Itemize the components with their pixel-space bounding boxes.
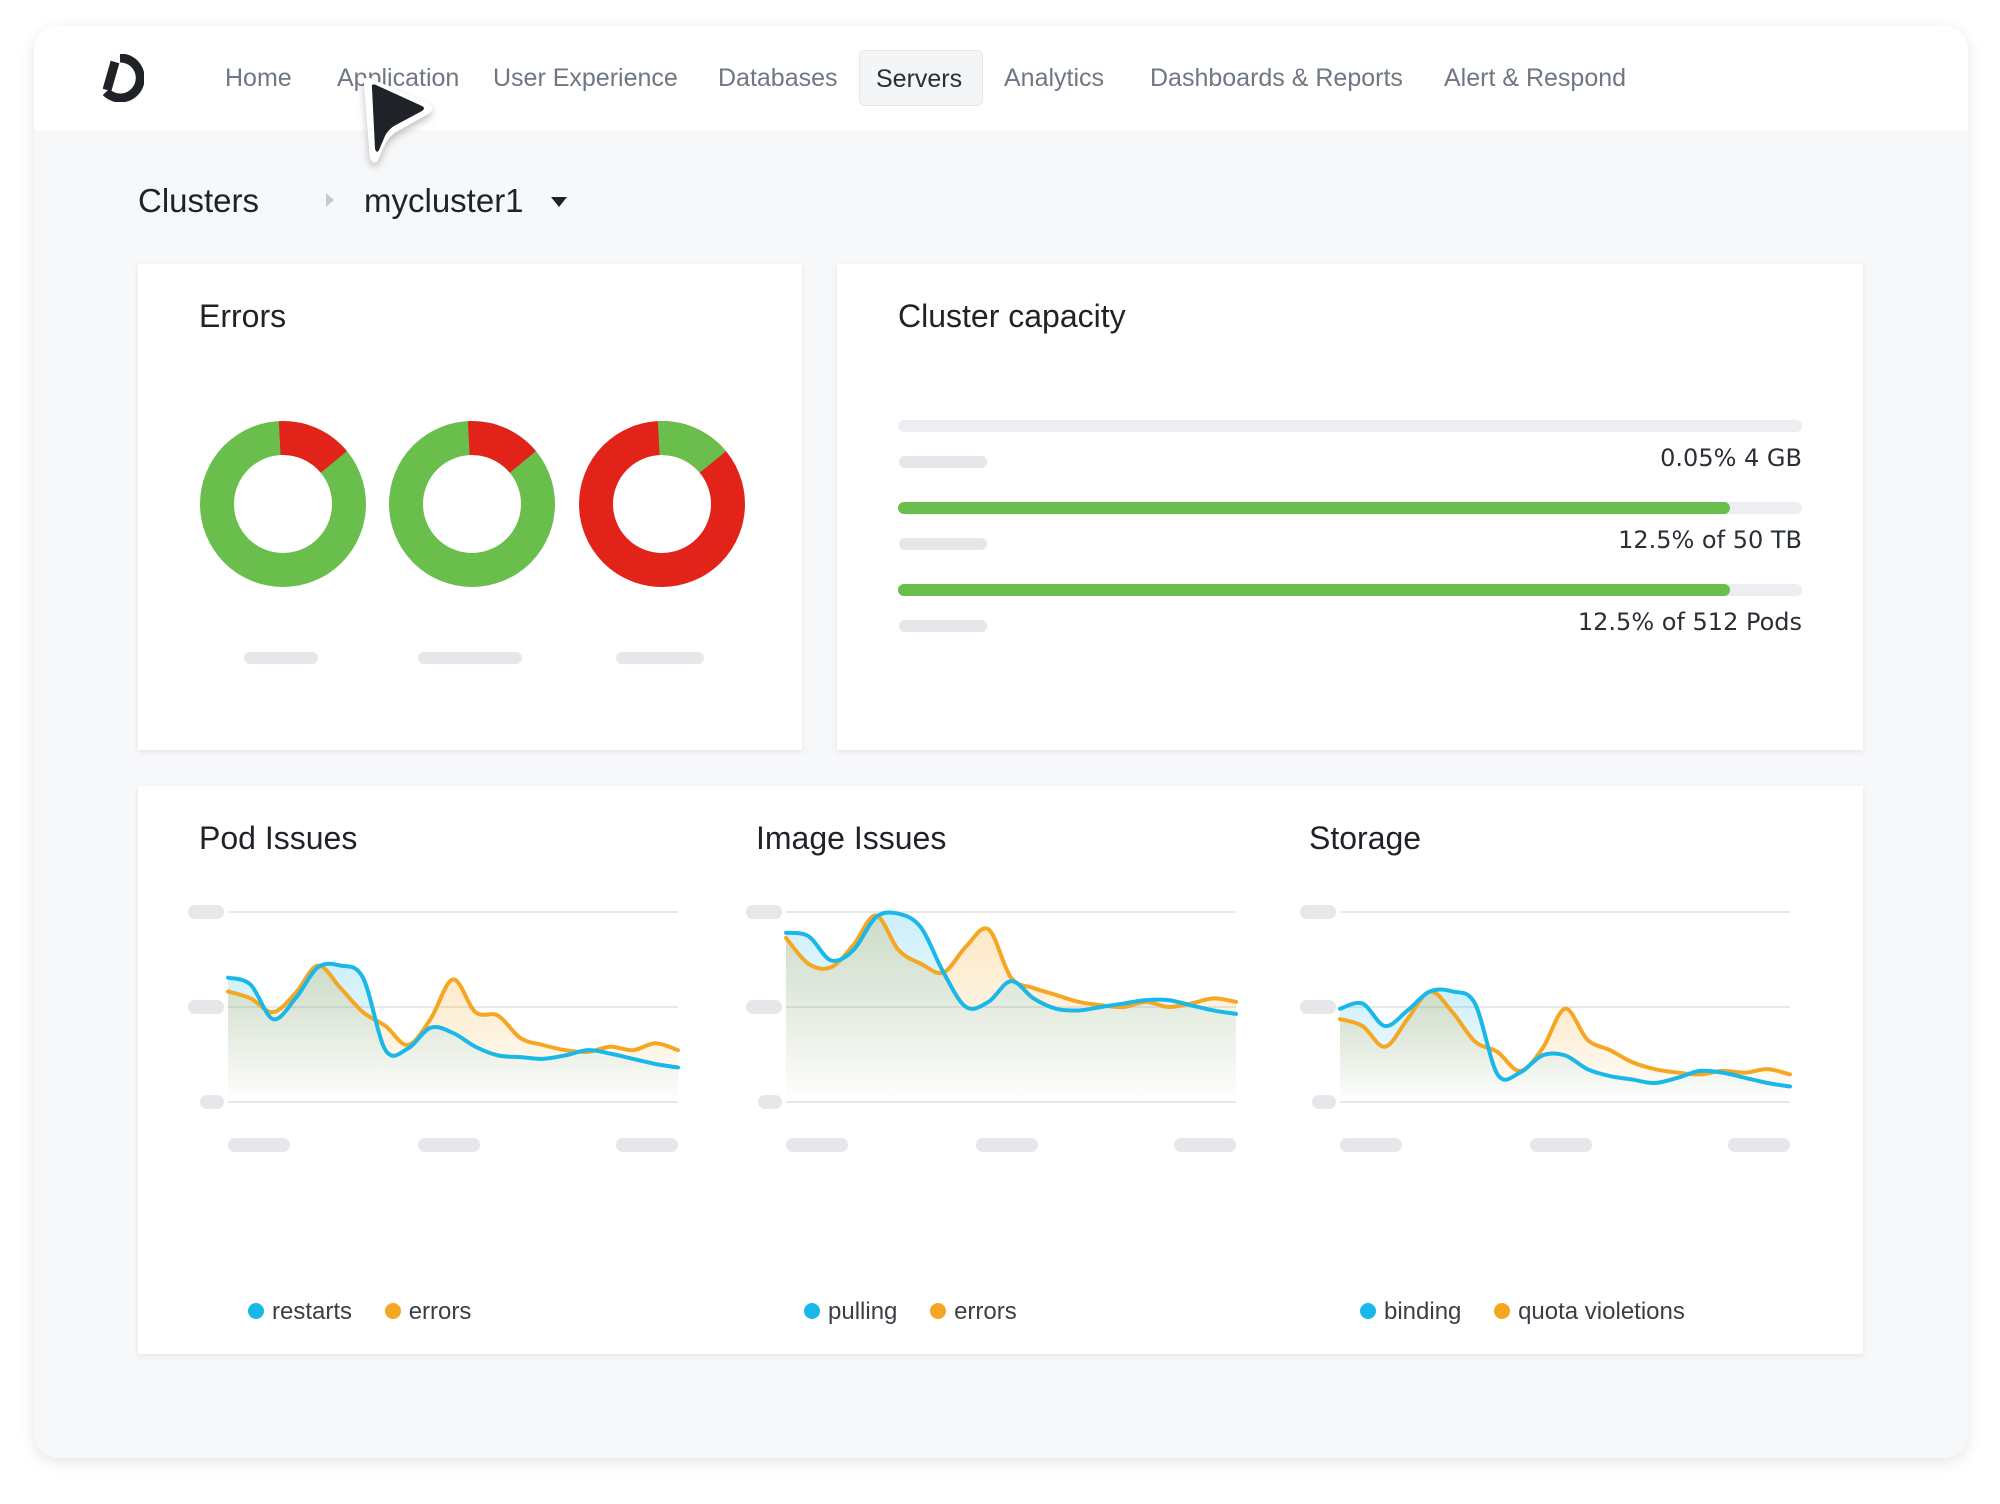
capacity-bar-label: 12.5% of 50 TB [1618,526,1802,554]
series-line-errors [784,913,1238,1010]
pod-issues-legend: restarts errors [248,1298,497,1326]
nav-item-analytics[interactable]: Analytics [1004,64,1105,92]
legend-entry: pulling [804,1298,897,1325]
legend-dot-icon [930,1302,947,1319]
donut-segment [657,421,726,474]
capacity-bar-fill [898,584,1730,596]
placeholder-label [200,1095,224,1109]
pointer-cursor-icon [363,77,432,163]
capacity-bar [898,584,1802,596]
placeholder-label [746,1000,782,1014]
breadcrumb-root[interactable]: Clusters [138,182,260,219]
placeholder-label [1312,1095,1336,1109]
nav-item-databases[interactable]: Databases [718,64,838,92]
placeholder-label [1300,905,1336,919]
chart-title-pod-issues: Pod Issues [199,820,358,856]
series-line-pulling [784,910,1238,1016]
legend-label: errors [408,1298,472,1325]
legend-entry: restarts [248,1298,352,1325]
placeholder-label [786,1138,848,1152]
legend-dot-icon [248,1302,264,1319]
series-line-restarts [226,961,680,1070]
nav-item-alert-respond[interactable]: Alert & Respond [1444,64,1627,92]
issues-card: Pod Issues Image Issues Storage restarts… [138,786,1863,1354]
capacity-bar-fill [898,502,1730,514]
nav-item-application[interactable]: Application [337,64,460,92]
placeholder-label [746,905,782,919]
legend-label: binding [1384,1298,1462,1325]
brand-logo-icon[interactable] [96,54,144,102]
placeholder-label [758,1095,782,1109]
errors-card: Errors [138,264,802,750]
nav-item-servers[interactable]: Servers [859,50,983,106]
nav-item-dashboards-reports[interactable]: Dashboards & Reports [1150,64,1403,92]
series-line-errors [226,963,680,1055]
donut-segment [278,421,347,474]
placeholder-label [899,456,987,468]
chevron-right-icon [326,193,334,207]
series-area-binding [1340,989,1790,1102]
capacity-bar-label: 0.05% 4 GB [1660,444,1802,472]
placeholder-label [1174,1138,1236,1152]
series-area-restarts [228,963,678,1102]
app-window: Home Application User Experience Databas… [34,26,1968,1458]
breadcrumb-current[interactable]: mycluster1 [364,182,524,219]
legend-dot-icon [1360,1302,1376,1319]
pod-issues-chart [188,905,680,1152]
placeholder-label [1300,1000,1336,1014]
cluster-capacity-card: Cluster capacity 0.05% 4 GB 12.5% of 50 … [837,264,1863,750]
image-issues-chart [746,905,1238,1152]
legend-dot-icon [1494,1302,1511,1319]
chart-title-image-issues: Image Issues [756,820,947,856]
legend-entry: errors [384,1298,472,1325]
errors-card-title: Errors [199,298,287,334]
legend-label: restarts [272,1298,353,1325]
series-area-pulling [786,912,1236,1102]
nav-item-home[interactable]: Home [225,64,292,92]
placeholder-label [616,1138,678,1152]
placeholder-label [1340,1138,1402,1152]
legend-label: quota violetions [1518,1298,1685,1325]
legend-dot-icon [384,1302,401,1319]
capacity-card-title: Cluster capacity [898,298,1126,334]
top-navigation-bar: Home Application User Experience Databas… [34,26,1968,130]
legend-label: pulling [828,1298,898,1325]
storage-chart [1300,905,1792,1152]
placeholder-label [188,1000,224,1014]
placeholder-label [188,905,224,919]
capacity-bar-label: 12.5% of 512 Pods [1577,608,1802,636]
nav-item-user-experience[interactable]: User Experience [493,64,678,92]
placeholder-label [244,652,318,664]
legend-entry: binding [1360,1298,1461,1325]
placeholder-label [1530,1138,1592,1152]
legend-label: errors [954,1298,1017,1325]
placeholder-label [418,1138,480,1152]
image-issues-legend: pulling errors [804,1298,1043,1326]
error-donuts [200,421,745,587]
legend-entry: quota violetions [1494,1298,1685,1325]
placeholder-label [899,620,987,632]
placeholder-label [228,1138,290,1152]
placeholder-label [1728,1138,1790,1152]
storage-legend: binding quota violetions [1360,1298,1711,1326]
capacity-bar [898,502,1802,514]
legend-entry: errors [930,1298,1017,1325]
placeholder-label [899,538,987,550]
legend-dot-icon [804,1302,820,1319]
placeholder-label [976,1138,1038,1152]
series-line-binding [1338,987,1792,1089]
chart-title-storage: Storage [1309,820,1422,856]
placeholder-label [616,652,704,664]
caret-down-icon[interactable] [550,196,568,208]
placeholder-label [418,652,522,664]
capacity-bar [898,420,1802,432]
donut-segment [467,421,536,474]
